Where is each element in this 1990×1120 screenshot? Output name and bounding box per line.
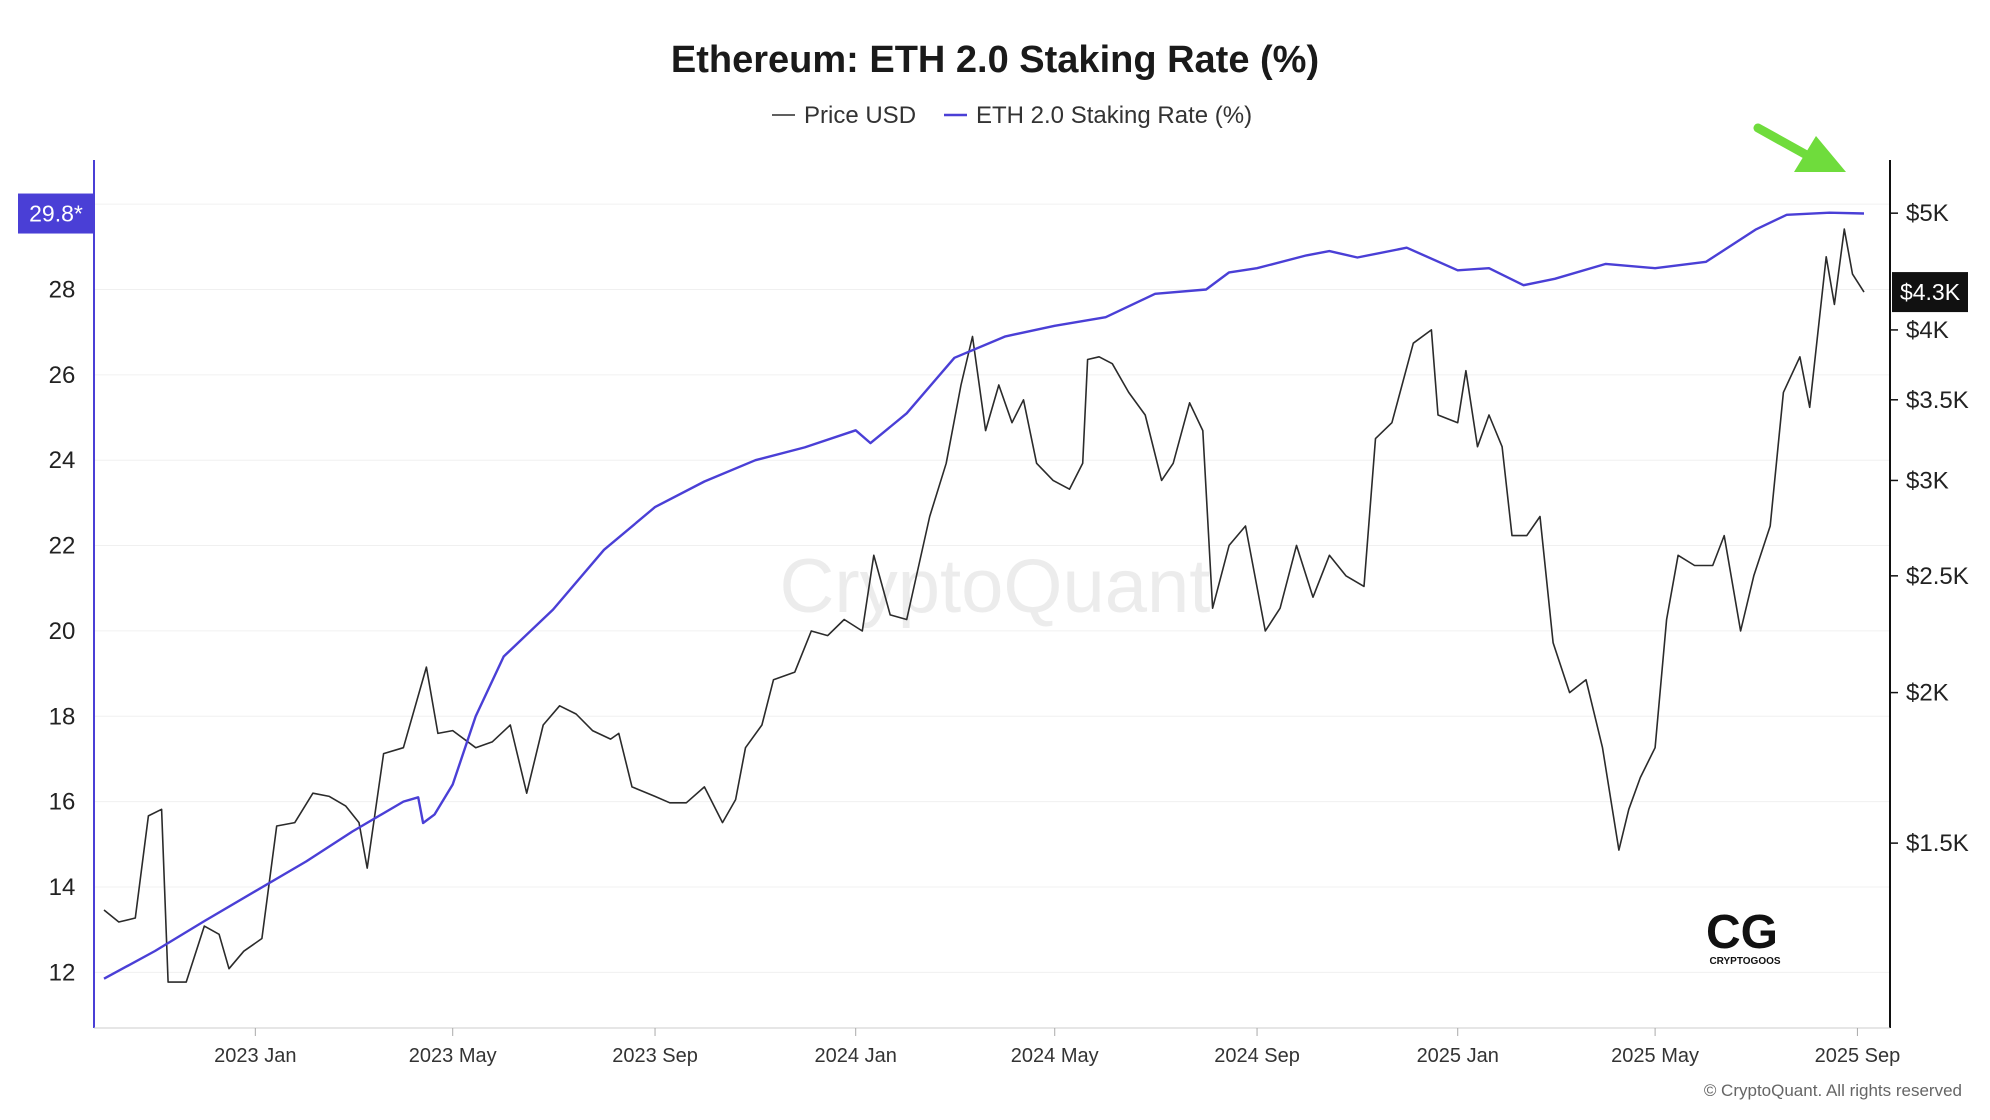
x-axis-ticks: 2023 Jan 2023 May 2023 Sep 2024 Jan 2024 May… xyxy=(214,1028,1900,1067)
left-current-value: 29.8* xyxy=(29,201,83,227)
left-current-value-badge: 29.8* xyxy=(18,193,94,234)
right-tick-label: $5K xyxy=(1906,200,1949,227)
left-tick-label: 16 xyxy=(49,789,76,816)
watermark: CryptoQuant xyxy=(780,544,1211,629)
right-axis-ticks: $1.5K $2K $2.5K $3K $3.5K $4K $5K xyxy=(1890,200,1969,857)
x-tick-label: 2024 Sep xyxy=(1214,1045,1300,1067)
chart-title: Ethereum: ETH 2.0 Staking Rate (%) xyxy=(671,39,1319,81)
left-tick-label: 24 xyxy=(49,447,76,474)
left-tick-label: 26 xyxy=(49,362,76,389)
x-tick-label: 2024 Jan xyxy=(815,1045,897,1067)
left-tick-label: 20 xyxy=(49,618,76,645)
green-arrow-icon xyxy=(1753,123,1846,172)
right-tick-label: $4K xyxy=(1906,317,1949,344)
x-tick-label: 2023 May xyxy=(409,1045,497,1067)
x-tick-label: 2024 May xyxy=(1011,1045,1099,1067)
series-line-price xyxy=(103,228,1865,983)
right-tick-label: $2.5K xyxy=(1906,563,1969,590)
gridlines xyxy=(94,203,1890,973)
cryptogoos-logo: CG CRYPTOGOOS xyxy=(1706,906,1781,967)
right-current-value-badge: $4.3K xyxy=(1892,272,1968,313)
x-tick-label: 2025 May xyxy=(1611,1045,1699,1067)
right-current-value: $4.3K xyxy=(1900,279,1961,305)
legend[interactable]: Price USD ETH 2.0 Staking Rate (%) xyxy=(772,102,1252,129)
x-tick-label: 2025 Sep xyxy=(1815,1045,1901,1067)
logo-name: CRYPTOGOOS xyxy=(1709,956,1780,967)
left-tick-label: 22 xyxy=(49,533,76,560)
logo-mark: CG xyxy=(1706,906,1778,959)
left-tick-label: 14 xyxy=(49,874,76,901)
legend-label-staking[interactable]: ETH 2.0 Staking Rate (%) xyxy=(976,102,1252,129)
left-tick-label: 12 xyxy=(49,959,76,986)
left-tick-label: 28 xyxy=(49,276,76,303)
x-tick-label: 2023 Jan xyxy=(214,1045,296,1067)
right-tick-label: $2K xyxy=(1906,680,1949,707)
x-tick-label: 2025 Jan xyxy=(1417,1045,1499,1067)
legend-label-price[interactable]: Price USD xyxy=(804,102,916,129)
x-tick-label: 2023 Sep xyxy=(612,1045,698,1067)
copyright-text: © CryptoQuant. All rights reserved xyxy=(1704,1081,1962,1100)
left-axis-ticks: 12 14 16 18 20 22 24 26 28 xyxy=(49,276,76,986)
series-line-staking xyxy=(103,211,1865,980)
right-tick-label: $3K xyxy=(1906,467,1949,494)
right-tick-label: $1.5K xyxy=(1906,830,1969,857)
left-tick-label: 18 xyxy=(49,703,76,730)
right-tick-label: $3.5K xyxy=(1906,387,1969,414)
